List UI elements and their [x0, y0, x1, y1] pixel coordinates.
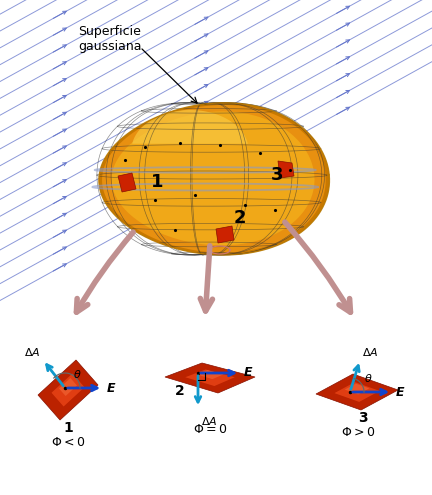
Polygon shape: [102, 105, 326, 252]
Text: $\boldsymbol{E}$: $\boldsymbol{E}$: [106, 382, 116, 395]
Text: 3: 3: [271, 166, 283, 184]
Text: $\boldsymbol{E}$: $\boldsymbol{E}$: [243, 366, 254, 380]
Polygon shape: [51, 374, 85, 406]
Text: 2: 2: [234, 209, 246, 227]
Polygon shape: [278, 161, 294, 178]
Text: $\theta$: $\theta$: [73, 368, 82, 380]
Text: $\theta$: $\theta$: [364, 372, 372, 384]
Text: 2: 2: [175, 384, 185, 398]
Text: 3: 3: [358, 411, 368, 425]
Polygon shape: [197, 370, 223, 379]
Polygon shape: [185, 370, 235, 386]
Polygon shape: [99, 103, 330, 255]
Polygon shape: [165, 363, 255, 393]
Polygon shape: [316, 374, 398, 410]
Text: $\Delta A$: $\Delta A$: [201, 415, 217, 427]
Text: $\boldsymbol{E}$: $\boldsymbol{E}$: [395, 386, 405, 398]
Polygon shape: [38, 360, 98, 420]
Text: $\Phi < 0$: $\Phi < 0$: [51, 436, 85, 449]
Text: $\Phi = 0$: $\Phi = 0$: [193, 423, 227, 436]
Polygon shape: [59, 378, 77, 396]
Polygon shape: [345, 384, 369, 395]
Polygon shape: [132, 110, 248, 144]
Text: $\Delta A$: $\Delta A$: [362, 346, 378, 358]
Text: $\Phi > 0$: $\Phi > 0$: [341, 426, 375, 439]
Polygon shape: [334, 382, 380, 402]
Polygon shape: [216, 226, 234, 243]
Polygon shape: [111, 111, 314, 246]
Polygon shape: [118, 173, 136, 192]
Text: Superficie
gaussiana: Superficie gaussiana: [78, 25, 142, 53]
Text: 1: 1: [63, 421, 73, 435]
Text: $\Delta A$: $\Delta A$: [24, 346, 40, 358]
Text: 1: 1: [151, 173, 163, 191]
